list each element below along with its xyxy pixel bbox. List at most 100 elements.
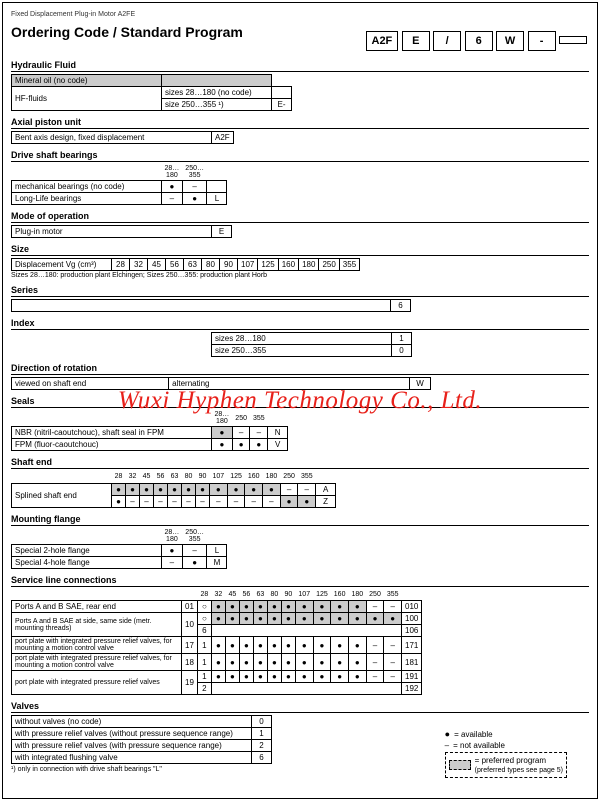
cell: 6 (391, 300, 411, 312)
cell: ● (182, 193, 207, 205)
cell: Mineral oil (no code) (12, 75, 162, 87)
table-row: Mineral oil (no code) (12, 75, 292, 87)
cell: – (140, 495, 154, 507)
section-title: Hydraulic Fluid (11, 60, 589, 72)
cell: 90 (220, 259, 238, 271)
code-box: 6 (465, 31, 493, 51)
table-row: 28324556638090107125160180250355 (12, 471, 336, 483)
cell: 160 (331, 589, 349, 601)
cell: ● (250, 439, 268, 451)
cell: 250…355 (182, 528, 207, 545)
cell: E- (272, 99, 292, 111)
cell: ● (348, 613, 366, 625)
cell: 250 (319, 259, 339, 271)
cell: 6 (197, 625, 211, 637)
cell: ● (239, 613, 253, 625)
cell: ● (267, 654, 281, 671)
cell: ● (295, 637, 313, 654)
cell: 28 (197, 589, 211, 601)
cell: ● (211, 654, 225, 671)
cell: – (245, 495, 263, 507)
table-row: Ports A and B SAE, rear end01○●●●●●●●●●●… (12, 601, 422, 613)
section-title: Direction of rotation (11, 363, 589, 375)
cell: 56 (154, 471, 168, 483)
cell: 0 (392, 345, 412, 357)
section-title: Mounting flange (11, 514, 589, 526)
cell: 192 (402, 683, 422, 695)
cell: port plate with integrated pressure reli… (12, 671, 182, 695)
cell: ● (267, 601, 281, 613)
table-row: Special 4-hole flange–●M (12, 556, 227, 568)
cell: 0 (252, 716, 272, 728)
section-shaft-end: Shaft end 283245566380901071251601802503… (11, 457, 589, 508)
cell: 01 (182, 601, 198, 613)
dot-icon: ● (445, 729, 450, 739)
cell: port plate with integrated pressure reli… (12, 654, 182, 671)
table-row: with pressure relief valves (without pre… (12, 728, 272, 740)
legend-text: = not available (453, 741, 505, 750)
cell: 19 (182, 671, 198, 695)
section-rotation: Direction of rotation viewed on shaft en… (11, 363, 589, 390)
cell: ● (245, 483, 263, 495)
section-title: Size (11, 244, 589, 256)
cell: – (168, 495, 182, 507)
cell: E (212, 226, 232, 238)
table-row: mechanical bearings (no code)●– (12, 181, 227, 193)
table-row: HF-fluidssizes 28…180 (no code) (12, 87, 292, 99)
cell: 28 (112, 471, 126, 483)
cell: 010 (402, 601, 422, 613)
cell: 28…180 (162, 528, 183, 545)
cell: Ports A and B SAE at side, same side (me… (12, 613, 182, 637)
section-title: Shaft end (11, 457, 589, 469)
doc-header: Fixed Displacement Plug-in Motor A2FE (11, 11, 589, 18)
cell: W (410, 378, 431, 390)
cell: 45 (225, 589, 239, 601)
legend-row: ●= available (445, 729, 567, 739)
section-index: Index sizes 28…1801 size 250…3550 (11, 318, 589, 357)
cell (211, 625, 401, 637)
section-title: Axial piston unit (11, 117, 589, 129)
cell: ● (210, 483, 228, 495)
section-mounting: Mounting flange 28…180250…355 Special 2-… (11, 514, 589, 569)
cell: ● (295, 671, 313, 683)
table-row: 28…180250355 (12, 410, 288, 427)
cell: 63 (253, 589, 267, 601)
cell: ● (253, 654, 267, 671)
table-row: NBR (nitril-caoutchouc), shaft seal in F… (12, 427, 288, 439)
code-box (559, 36, 587, 44)
cell: ● (211, 637, 225, 654)
cell: 28 (112, 259, 130, 271)
table-row: with pressure relief valves (with pressu… (12, 740, 272, 752)
note: Sizes 28…180: production plant Elchingen… (11, 272, 589, 279)
table-row: 28…180250…355 (12, 164, 227, 181)
code-box: - (528, 31, 556, 51)
cell: ● (212, 439, 233, 451)
cell (211, 683, 401, 695)
cell: ● (295, 613, 313, 625)
section-service: Service line connections 283245566380901… (11, 575, 589, 696)
cell: ● (331, 613, 349, 625)
cell: ● (298, 495, 316, 507)
table-row: port plate with integrated pressure reli… (12, 654, 422, 671)
cell: ● (162, 544, 183, 556)
cell: 160 (278, 259, 298, 271)
section-title: Series (11, 285, 589, 297)
cell: Displacement Vg (cm³) (12, 259, 112, 271)
cell: 45 (140, 471, 154, 483)
cell: ● (112, 483, 126, 495)
cell: ● (225, 637, 239, 654)
cell: viewed on shaft end (12, 378, 169, 390)
section-size: Size Displacement Vg (cm³) 2832455663809… (11, 244, 589, 279)
cell: ● (281, 671, 295, 683)
cell: ● (313, 637, 331, 654)
cell: ● (253, 613, 267, 625)
cell: 106 (402, 625, 422, 637)
cell: ● (126, 483, 140, 495)
cell: – (162, 193, 183, 205)
table-row: Splined shaft end ●●●●●●●●●●●––A (12, 483, 336, 495)
cell: 10 (182, 613, 198, 637)
table-row: Special 2-hole flange●–L (12, 544, 227, 556)
cell: 63 (168, 471, 182, 483)
cell: ● (267, 637, 281, 654)
cell: ○ (197, 601, 211, 613)
